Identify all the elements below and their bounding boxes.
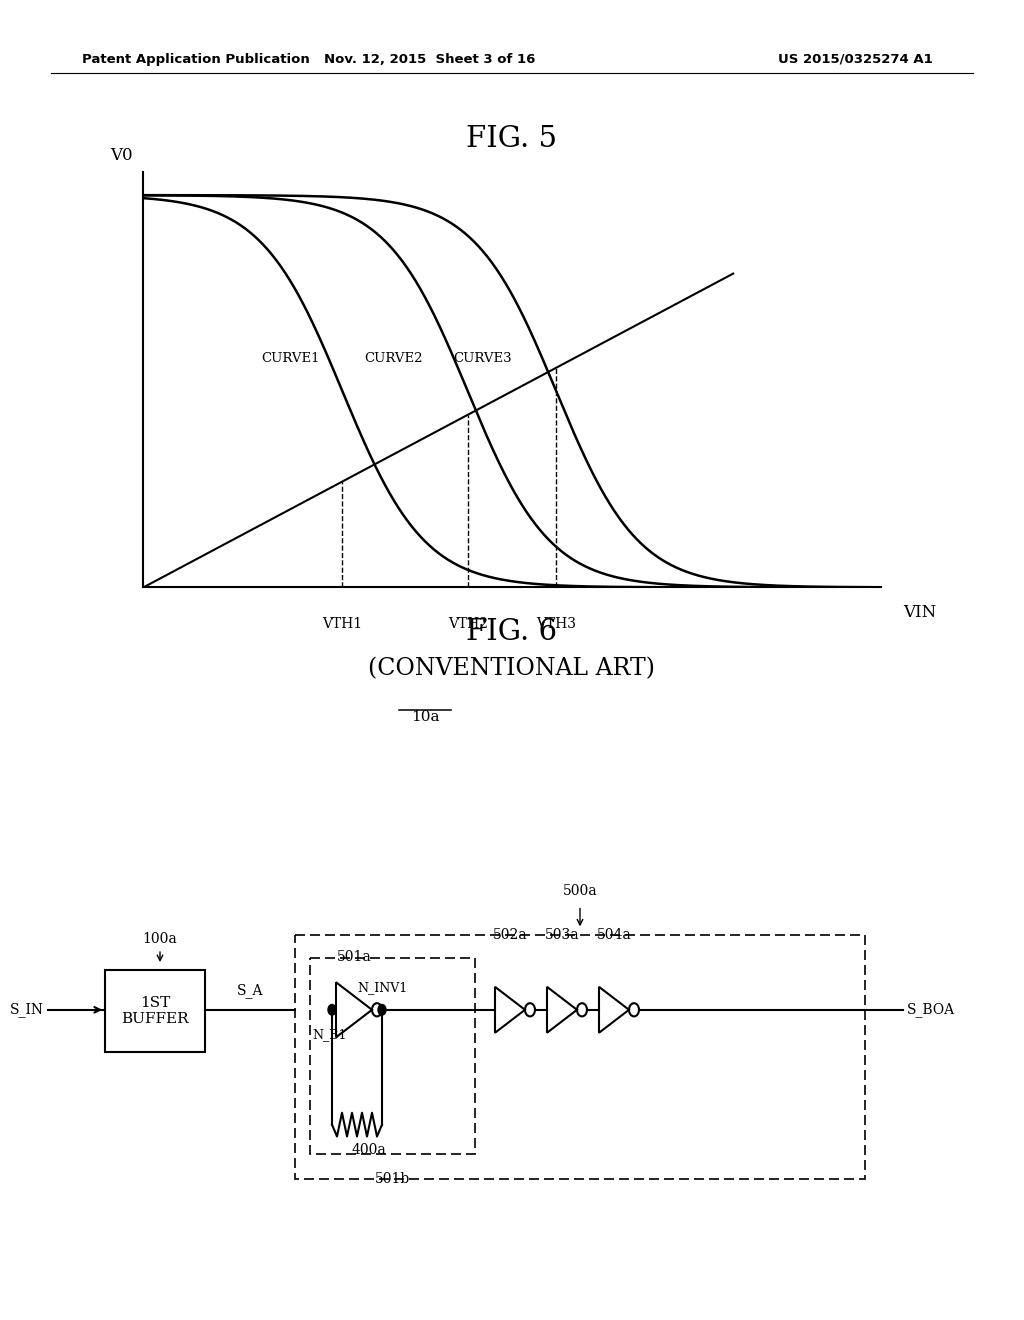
- Text: 504a: 504a: [597, 928, 632, 942]
- Text: VTH1: VTH1: [323, 616, 362, 631]
- Text: (CONVENTIONAL ART): (CONVENTIONAL ART): [369, 657, 655, 680]
- Text: S_BOA: S_BOA: [907, 1002, 955, 1018]
- Circle shape: [378, 1005, 386, 1015]
- Bar: [105, 970, 205, 1052]
- Text: 500a: 500a: [562, 883, 597, 898]
- Text: S_IN: S_IN: [10, 1002, 44, 1018]
- Bar: [295, 935, 865, 1179]
- Text: 10a: 10a: [411, 710, 439, 725]
- Text: 100a: 100a: [142, 932, 177, 946]
- Text: VTH3: VTH3: [537, 616, 577, 631]
- Text: 501b: 501b: [375, 1172, 411, 1187]
- Text: CURVE1: CURVE1: [261, 352, 319, 366]
- Text: 501a: 501a: [337, 949, 372, 964]
- Text: US 2015/0325274 A1: US 2015/0325274 A1: [778, 53, 933, 66]
- Text: 503a: 503a: [545, 928, 580, 942]
- Text: FIG. 5: FIG. 5: [467, 125, 557, 153]
- Text: N_INV1: N_INV1: [357, 981, 408, 994]
- Bar: [310, 958, 475, 1154]
- Text: 502a: 502a: [493, 928, 527, 942]
- Text: 400a: 400a: [351, 1143, 386, 1158]
- Text: N_B1: N_B1: [312, 1028, 347, 1041]
- Text: VIN: VIN: [903, 605, 936, 620]
- Text: S_A: S_A: [237, 983, 263, 998]
- Circle shape: [328, 1005, 336, 1015]
- Text: Patent Application Publication: Patent Application Publication: [82, 53, 309, 66]
- Text: 1ST
BUFFER: 1ST BUFFER: [121, 997, 188, 1026]
- Text: Nov. 12, 2015  Sheet 3 of 16: Nov. 12, 2015 Sheet 3 of 16: [325, 53, 536, 66]
- Text: VTH2: VTH2: [447, 616, 487, 631]
- Text: CURVE3: CURVE3: [453, 352, 512, 366]
- Text: FIG. 6: FIG. 6: [467, 618, 557, 645]
- Text: V0: V0: [110, 147, 132, 164]
- Text: CURVE2: CURVE2: [365, 352, 423, 366]
